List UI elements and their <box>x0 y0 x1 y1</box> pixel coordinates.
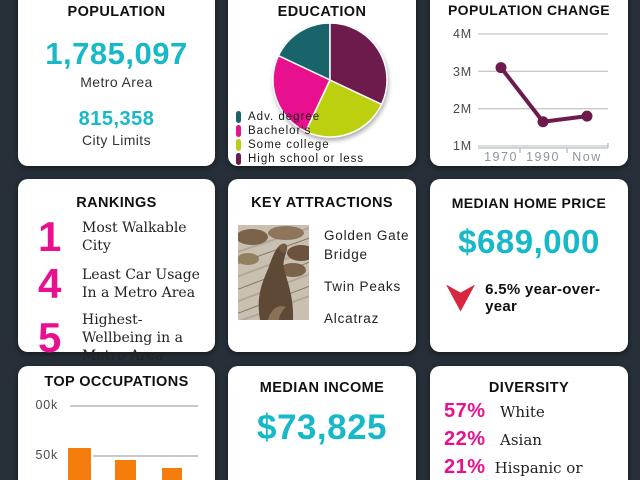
top-occupations-card: TOP OCCUPATIONS 00k 50k <box>18 366 215 480</box>
ranking-item: 1 Most Walkable City <box>38 213 209 260</box>
median-income-title: MEDIAN INCOME <box>259 380 385 396</box>
population-city-label: City Limits <box>82 132 151 148</box>
legend-item: Some college <box>236 138 364 151</box>
home-price-change: 6.5% year-over-year <box>446 281 628 315</box>
key-attractions-card: KEY ATTRACTIONS Golden Gate Bridge Twin … <box>228 179 416 352</box>
rank-number: 5 <box>38 314 62 362</box>
median-home-price-title: MEDIAN HOME PRICE <box>451 195 607 211</box>
median-home-price-card: MEDIAN HOME PRICE $689,000 6.5% year-ove… <box>430 179 628 352</box>
median-home-price-value: $689,000 <box>458 223 600 260</box>
occupation-bar-1 <box>68 448 91 480</box>
gridline-50k <box>70 455 198 457</box>
attraction-item: Alcatraz <box>324 310 380 326</box>
diversity-pct: 22% <box>444 428 486 450</box>
attraction-item: Twin Peaks <box>324 278 402 294</box>
key-attractions-title: KEY ATTRACTIONS <box>251 195 393 211</box>
y-tick-100k: 00k <box>35 398 58 412</box>
population-city-value: 815,358 <box>78 108 155 130</box>
legend-item: High school or less <box>236 152 364 165</box>
diversity-label: White <box>500 403 545 421</box>
rank-label: Highest-Wellbeing in a Metro Area <box>82 311 183 365</box>
high-school-swatch-icon <box>236 152 241 165</box>
x-label-1990: 1990 <box>526 150 560 164</box>
adv-degree-swatch-icon <box>236 110 241 123</box>
x-label-now: Now <box>572 150 602 164</box>
diversity-title: DIVERSITY <box>488 380 570 396</box>
diversity-pct: 57% <box>444 400 486 422</box>
attraction-item: Golden Gate Bridge <box>324 228 410 262</box>
diversity-list: 57% White 22% Asian 21% Hispanic or Lati… <box>444 400 622 480</box>
sea-lions-photo <box>238 225 309 320</box>
education-title: EDUCATION <box>277 4 367 20</box>
x-label-1970: 1970 <box>484 150 518 164</box>
y-tick-4m: 4M <box>453 27 472 41</box>
y-tick-3m: 3M <box>453 65 472 79</box>
education-pie-chart <box>272 22 388 138</box>
rankings-title: RANKINGS <box>76 195 157 211</box>
home-price-change-text: 6.5% year-over-year <box>485 281 601 315</box>
bachelors-swatch-icon <box>236 124 241 137</box>
y-tick-2m: 2M <box>453 102 472 116</box>
y-tick-50k: 50k <box>35 448 58 462</box>
education-legend: Adv. degree Bachelor's Some college High… <box>236 110 364 166</box>
legend-item: Bachelor's <box>236 124 364 137</box>
diversity-label: Hispanic or Latino <box>494 459 583 480</box>
diversity-pct: 21% <box>444 456 486 478</box>
diversity-item: 22% Asian <box>444 428 622 456</box>
legend-item: Adv. degree <box>236 110 364 123</box>
education-card: EDUCATION Adv. degree Bachelor's Some co… <box>228 0 416 166</box>
diversity-card: DIVERSITY 57% White 22% Asian 21% Hispan… <box>430 366 628 480</box>
occupation-bar-2 <box>115 460 136 480</box>
gridline-100k <box>70 405 198 407</box>
population-change-line-chart <box>478 33 609 153</box>
population-change-card: POPULATION CHANGE 4M 3M 2M 1M 1970 1990 … <box>430 0 628 166</box>
diversity-item: 57% White <box>444 400 622 428</box>
y-tick-1m: 1M <box>453 139 472 153</box>
ranking-item: 5 Highest-Wellbeing in a Metro Area <box>38 311 209 366</box>
population-card: POPULATION 1,785,097 Metro Area 815,358 … <box>18 0 215 166</box>
down-arrow-icon <box>446 284 476 312</box>
rankings-list: 1 Most Walkable City 4 Least Car Usage I… <box>38 213 209 372</box>
population-metro-value: 1,785,097 <box>45 36 188 71</box>
diversity-label: Asian <box>500 431 542 449</box>
median-income-card: MEDIAN INCOME $73,825 <box>228 366 416 480</box>
rank-number: 1 <box>38 213 62 260</box>
population-title: POPULATION <box>67 4 166 20</box>
attractions-list: Golden Gate Bridge Twin Peaks Alcatraz <box>324 227 412 342</box>
diversity-item: 21% Hispanic or Latino <box>444 456 622 480</box>
median-income-value: $73,825 <box>256 408 388 447</box>
top-occupations-title: TOP OCCUPATIONS <box>44 374 189 390</box>
rank-number: 4 <box>38 259 62 307</box>
rank-label: Least Car Usage In a Metro Area <box>82 266 200 301</box>
population-change-title: POPULATION CHANGE <box>447 2 611 18</box>
ranking-item: 4 Least Car Usage In a Metro Area <box>38 259 209 307</box>
rankings-card: RANKINGS 1 Most Walkable City 4 Least Ca… <box>18 179 215 364</box>
population-metro-label: Metro Area <box>80 74 153 90</box>
occupation-bar-3 <box>162 468 182 480</box>
some-college-swatch-icon <box>236 138 241 151</box>
rank-label: Most Walkable City <box>82 219 187 254</box>
